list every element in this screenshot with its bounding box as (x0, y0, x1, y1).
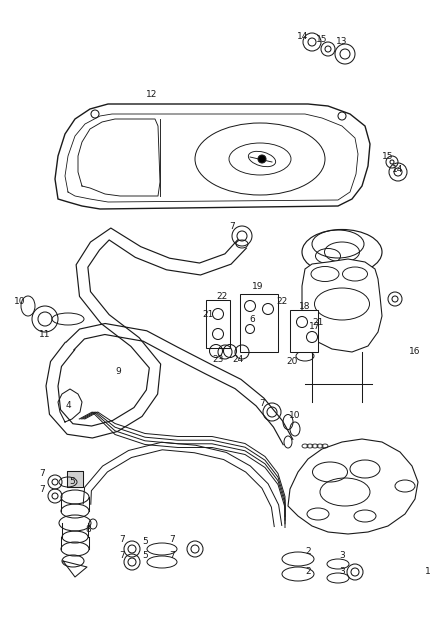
Polygon shape (67, 471, 83, 487)
Text: 5: 5 (142, 537, 148, 547)
Text: 7: 7 (119, 535, 125, 544)
Text: 7: 7 (229, 222, 235, 230)
Text: 14: 14 (392, 165, 404, 173)
Text: 7: 7 (259, 399, 265, 409)
Polygon shape (302, 259, 382, 352)
Text: 23: 23 (212, 354, 224, 364)
Bar (290, 310, 318, 352)
Text: 5: 5 (142, 552, 148, 560)
Text: 22: 22 (216, 291, 228, 301)
Text: 15: 15 (316, 34, 328, 44)
Circle shape (258, 155, 266, 163)
Text: 6: 6 (249, 314, 255, 323)
Text: 3: 3 (339, 552, 345, 560)
Text: 24: 24 (232, 354, 244, 364)
Text: 17: 17 (309, 321, 321, 331)
Text: 10: 10 (14, 298, 26, 306)
Text: 20: 20 (286, 358, 297, 366)
Bar (206, 300, 230, 348)
Text: 7: 7 (39, 469, 45, 479)
Text: 2: 2 (305, 547, 311, 557)
Text: 9: 9 (115, 368, 121, 376)
Text: 5: 5 (69, 477, 75, 487)
Polygon shape (55, 104, 370, 209)
Text: 7: 7 (119, 552, 125, 560)
Text: 11: 11 (39, 329, 51, 338)
Text: 14: 14 (297, 31, 309, 41)
Text: 21: 21 (312, 318, 324, 326)
Text: 12: 12 (147, 89, 158, 99)
Polygon shape (288, 439, 418, 534)
Text: 13: 13 (336, 37, 348, 47)
Polygon shape (67, 471, 83, 487)
Text: 1: 1 (425, 567, 431, 577)
Text: 3: 3 (339, 567, 345, 577)
Bar (240, 294, 278, 352)
Text: 18: 18 (299, 301, 311, 311)
Text: 7: 7 (169, 552, 175, 560)
Text: 22: 22 (276, 298, 288, 306)
Text: 21: 21 (202, 310, 214, 318)
Text: 8: 8 (85, 525, 91, 534)
Text: 15: 15 (382, 152, 394, 160)
Text: 7: 7 (39, 484, 45, 494)
Text: 4: 4 (65, 401, 71, 411)
Text: 7: 7 (169, 535, 175, 544)
Text: 16: 16 (409, 348, 421, 356)
Text: 19: 19 (252, 281, 264, 291)
Text: 10: 10 (289, 411, 301, 421)
Text: 2: 2 (305, 567, 311, 577)
